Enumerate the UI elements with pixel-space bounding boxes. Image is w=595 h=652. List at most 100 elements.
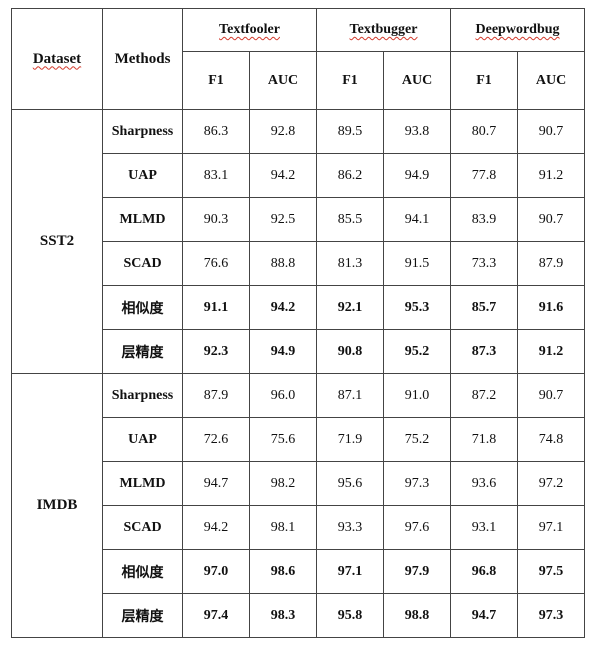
value-cell: 94.1 bbox=[383, 197, 452, 242]
table-row: 层精度 97.4 98.3 95.8 98.8 94.7 97.3 bbox=[12, 593, 586, 638]
value-cell: 98.8 bbox=[383, 593, 452, 638]
metric-header: F1 bbox=[450, 51, 519, 110]
value-cell: 94.2 bbox=[248, 285, 318, 330]
attack-header-label: Deepwordbug bbox=[475, 22, 560, 37]
method-name: UAP bbox=[102, 153, 183, 198]
method-name: SCAD bbox=[102, 241, 183, 286]
value-cell: 87.2 bbox=[450, 373, 519, 418]
value-cell: 85.5 bbox=[316, 197, 385, 242]
metric-header: AUC bbox=[517, 51, 586, 110]
value-cell: 91.5 bbox=[383, 241, 452, 286]
value-cell: 91.2 bbox=[517, 329, 586, 374]
value-cell: 91.1 bbox=[182, 285, 250, 330]
table-row: 层精度 92.3 94.9 90.8 95.2 87.3 91.2 bbox=[12, 329, 586, 374]
value-cell: 97.6 bbox=[383, 505, 452, 550]
table-row: UAP 72.6 75.6 71.9 75.2 71.8 74.8 bbox=[12, 417, 586, 462]
value-cell: 92.8 bbox=[248, 109, 318, 154]
value-cell: 83.9 bbox=[450, 197, 519, 242]
value-cell: 97.0 bbox=[182, 549, 250, 594]
table-row: MLMD 94.7 98.2 95.6 97.3 93.6 97.2 bbox=[12, 461, 586, 506]
attack-header-textbugger: Textbugger bbox=[316, 8, 452, 52]
value-cell: 91.2 bbox=[517, 153, 586, 198]
table-row: SCAD 94.2 98.1 93.3 97.6 93.1 97.1 bbox=[12, 505, 586, 550]
value-cell: 92.3 bbox=[182, 329, 250, 374]
method-name: MLMD bbox=[102, 461, 183, 506]
method-name: 相似度 bbox=[102, 549, 183, 594]
metric-header: F1 bbox=[182, 51, 250, 110]
value-cell: 80.7 bbox=[450, 109, 519, 154]
value-cell: 83.1 bbox=[182, 153, 250, 198]
value-cell: 94.9 bbox=[248, 329, 318, 374]
value-cell: 98.3 bbox=[248, 593, 318, 638]
attack-header-label: Textbugger bbox=[349, 22, 418, 37]
value-cell: 98.1 bbox=[248, 505, 318, 550]
method-name: Sharpness bbox=[102, 109, 183, 154]
value-cell: 96.8 bbox=[450, 549, 519, 594]
dataset-header-label: Dataset bbox=[32, 50, 82, 67]
method-name: 相似度 bbox=[102, 285, 183, 330]
method-name: MLMD bbox=[102, 197, 183, 242]
value-cell: 71.8 bbox=[450, 417, 519, 462]
value-cell: 87.9 bbox=[517, 241, 586, 286]
value-cell: 71.9 bbox=[316, 417, 385, 462]
value-cell: 98.2 bbox=[248, 461, 318, 506]
value-cell: 94.7 bbox=[182, 461, 250, 506]
value-cell: 90.7 bbox=[517, 109, 586, 154]
value-cell: 93.8 bbox=[383, 109, 452, 154]
table-row: UAP 83.1 94.2 86.2 94.9 77.8 91.2 bbox=[12, 153, 586, 198]
metric-header: F1 bbox=[316, 51, 385, 110]
value-cell: 85.7 bbox=[450, 285, 519, 330]
value-cell: 96.0 bbox=[248, 373, 318, 418]
table-row: SST2 Sharpness 86.3 92.8 89.5 93.8 80.7 90.7 bbox=[11, 109, 586, 374]
value-cell: 97.1 bbox=[517, 505, 586, 550]
value-cell: 95.3 bbox=[383, 285, 452, 330]
value-cell: 90.8 bbox=[316, 329, 385, 374]
value-cell: 73.3 bbox=[450, 241, 519, 286]
method-name: 层精度 bbox=[102, 329, 183, 374]
value-cell: 90.7 bbox=[517, 197, 586, 242]
value-cell: 97.3 bbox=[383, 461, 452, 506]
table-body: SST2 Sharpness 86.3 92.8 89.5 93.8 80.7 90.7 UAP… bbox=[11, 109, 586, 638]
value-cell: 93.6 bbox=[450, 461, 519, 506]
value-cell: 95.6 bbox=[316, 461, 385, 506]
metric-header: AUC bbox=[248, 51, 318, 110]
table-row: IMDB Sharpness 87.9 96.0 87.1 91.0 87.2 90.7 bbox=[11, 373, 586, 638]
method-name: 层精度 bbox=[102, 593, 183, 638]
value-cell: 94.9 bbox=[383, 153, 452, 198]
value-cell: 89.5 bbox=[316, 109, 385, 154]
value-cell: 86.2 bbox=[316, 153, 385, 198]
value-cell: 97.2 bbox=[517, 461, 586, 506]
value-cell: 86.3 bbox=[182, 109, 250, 154]
value-cell: 97.3 bbox=[517, 593, 586, 638]
methods-header: Methods bbox=[102, 8, 183, 110]
table-row: MLMD 90.3 92.5 85.5 94.1 83.9 90.7 bbox=[12, 197, 586, 242]
attack-header-label: Textfooler bbox=[219, 22, 280, 37]
value-cell: 92.5 bbox=[248, 197, 318, 242]
value-cell: 72.6 bbox=[182, 417, 250, 462]
attack-header-textfooler: Textfooler bbox=[181, 8, 318, 52]
value-cell: 97.1 bbox=[316, 549, 385, 594]
table-row: 相似度 97.0 98.6 97.1 97.9 96.8 97.5 bbox=[12, 549, 586, 594]
value-cell: 74.8 bbox=[517, 417, 586, 462]
value-cell: 94.2 bbox=[248, 153, 318, 198]
value-cell: 95.8 bbox=[316, 593, 385, 638]
method-name: Sharpness bbox=[102, 373, 183, 418]
dataset-header: Dataset bbox=[11, 8, 103, 110]
value-cell: 81.3 bbox=[316, 241, 385, 286]
value-cell: 97.9 bbox=[383, 549, 452, 594]
value-cell: 94.2 bbox=[182, 505, 250, 550]
value-cell: 75.6 bbox=[248, 417, 318, 462]
value-cell: 93.3 bbox=[316, 505, 385, 550]
metric-header: AUC bbox=[383, 51, 452, 110]
method-name: SCAD bbox=[102, 505, 183, 550]
value-cell: 94.7 bbox=[450, 593, 519, 638]
value-cell: 87.3 bbox=[450, 329, 519, 374]
value-cell: 97.5 bbox=[517, 549, 586, 594]
value-cell: 92.1 bbox=[316, 285, 385, 330]
value-cell: 76.6 bbox=[182, 241, 250, 286]
value-cell: 98.6 bbox=[248, 549, 318, 594]
table-row: 相似度 91.1 94.2 92.1 95.3 85.7 91.6 bbox=[12, 285, 586, 330]
value-cell: 95.2 bbox=[383, 329, 452, 374]
method-name: UAP bbox=[102, 417, 183, 462]
dataset-name: SST2 bbox=[11, 109, 103, 374]
